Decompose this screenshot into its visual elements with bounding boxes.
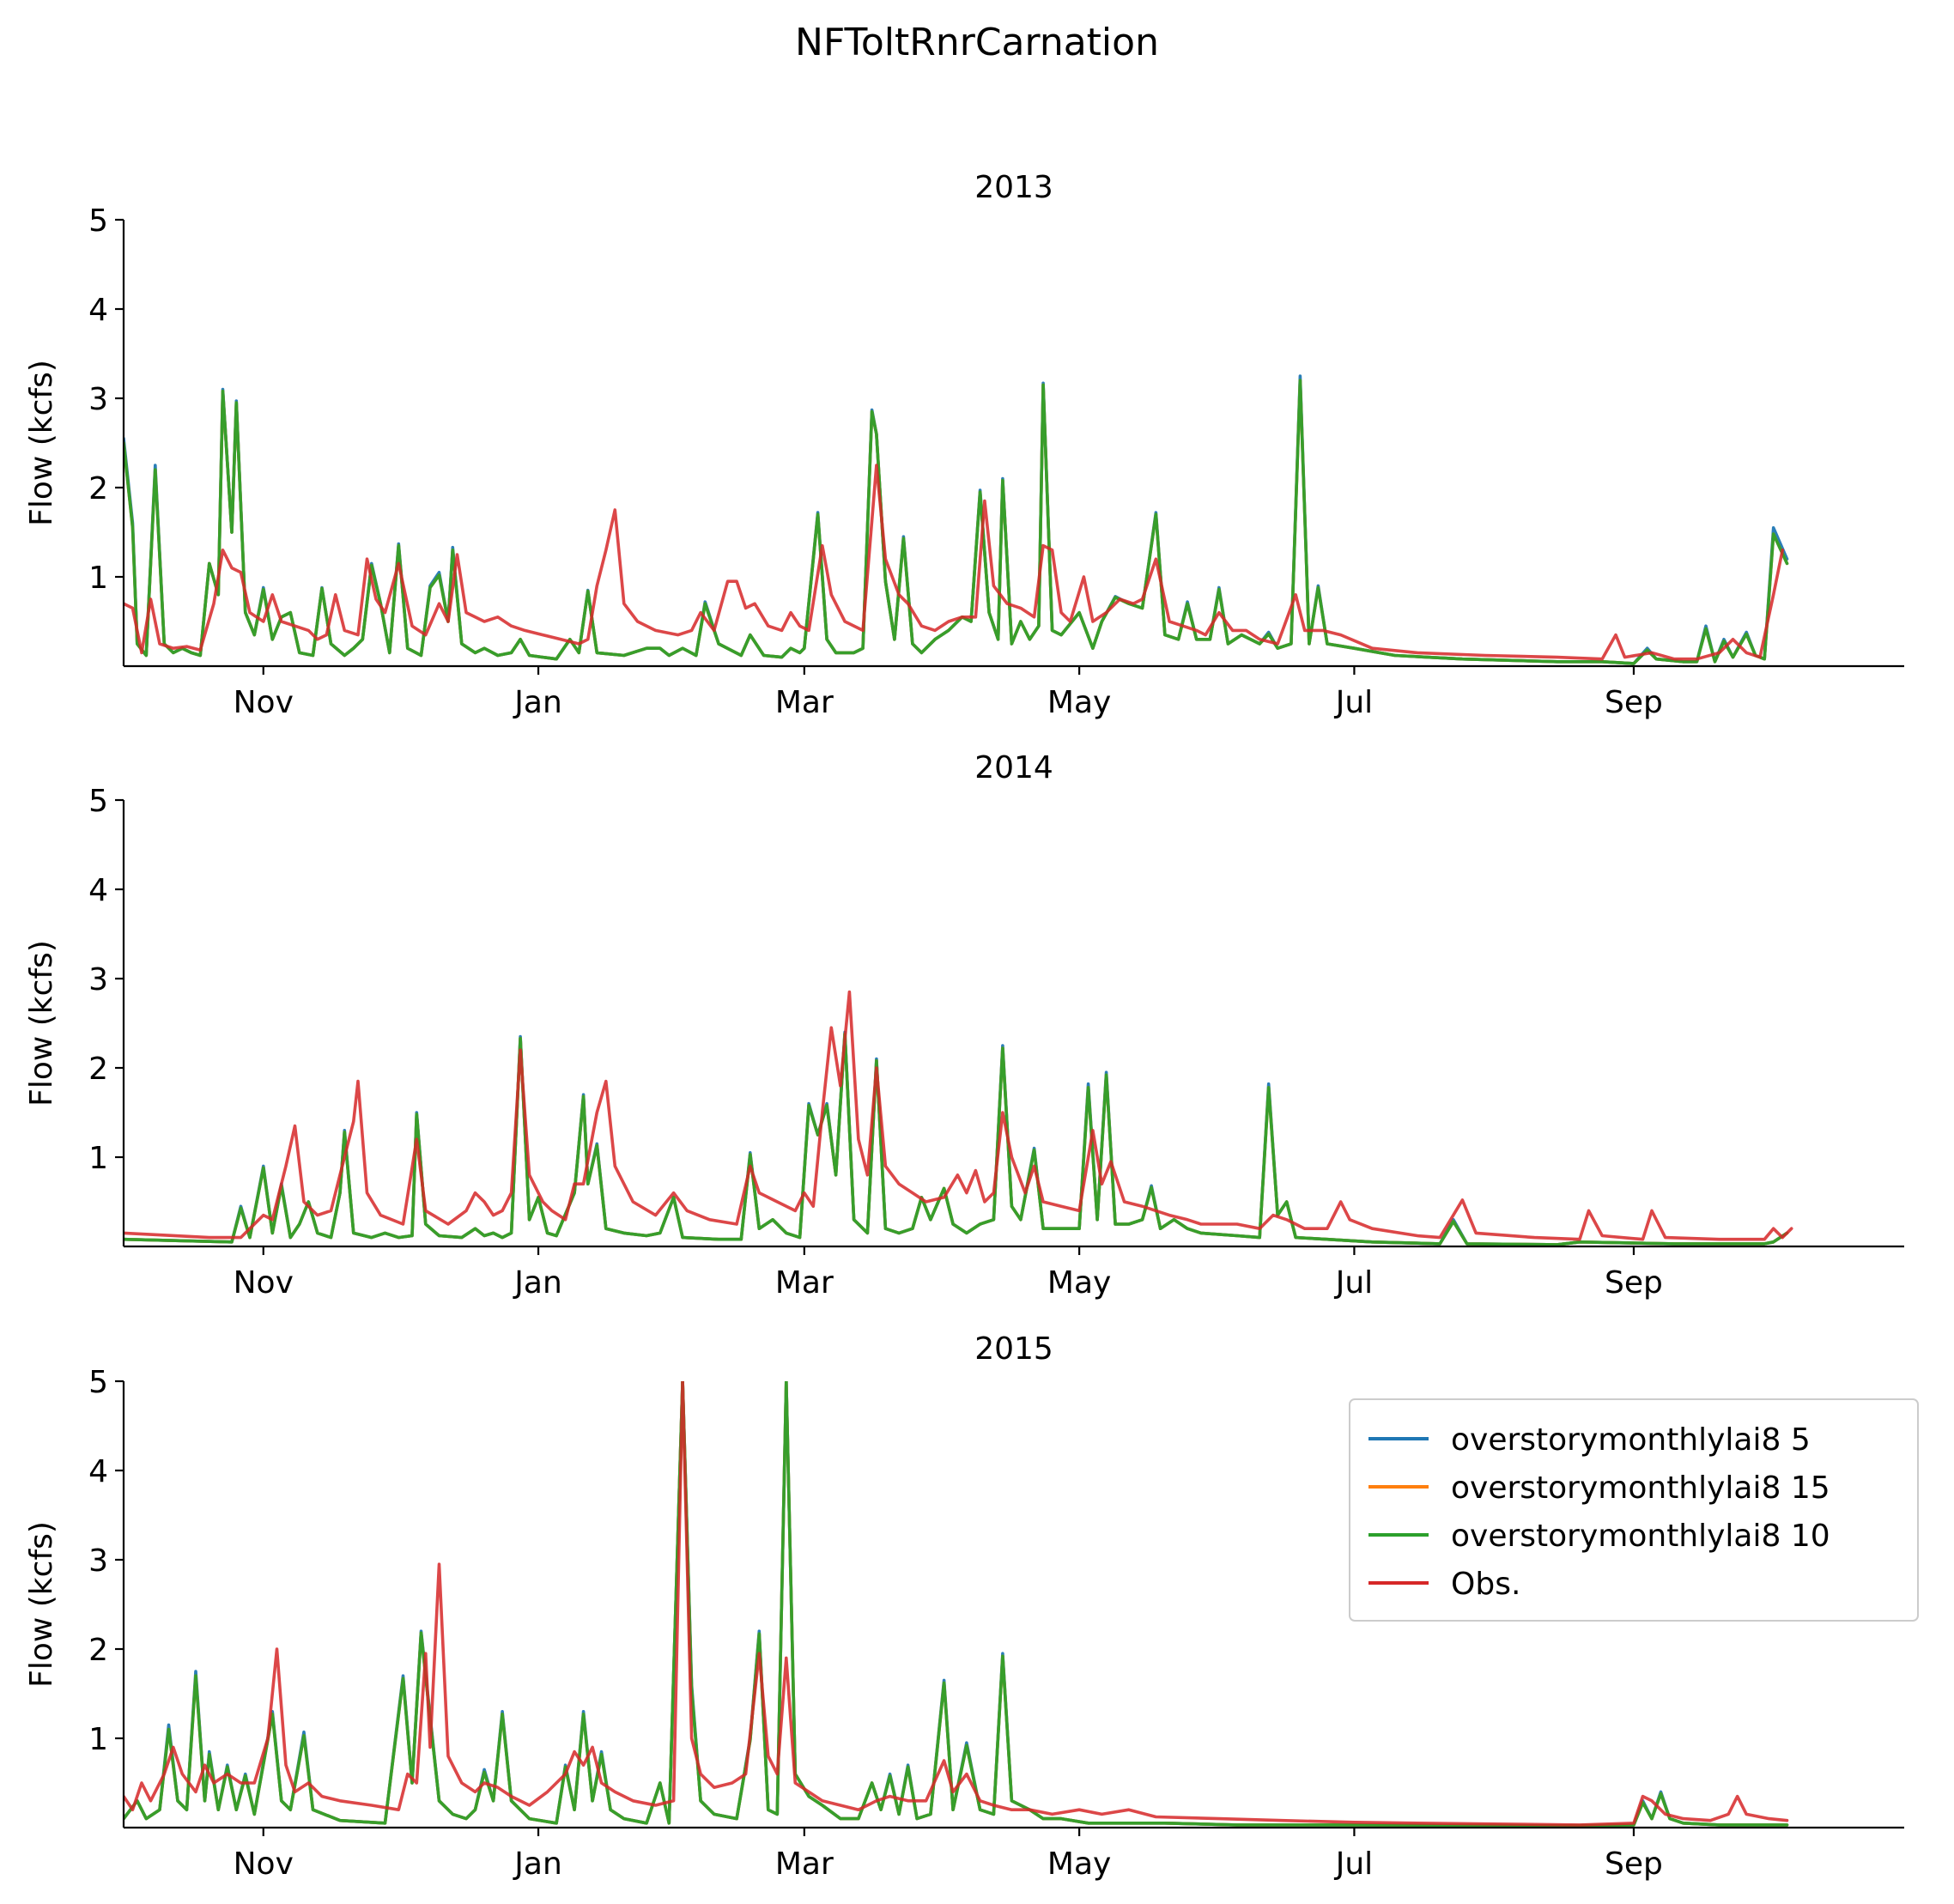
legend-label: overstorymonthlylai8 10 [1451, 1519, 1830, 1554]
y-tick-label: 2 [88, 471, 108, 506]
panel-2015: 2015 Flow (kcfs) 1 2 3 4 5 Nov Jan Mar May Jul Sep [24, 1331, 1904, 1882]
y-axis-label: Flow (kcfs) [24, 360, 59, 526]
legend-box [1349, 1398, 1919, 1622]
panel-2013: 2013 Flow (kcfs) 1 2 3 4 5 Nov Jan Mar May Jul Sep [24, 170, 1904, 720]
x-tick-label: Sep [1605, 1265, 1663, 1301]
x-tick-label: May [1047, 685, 1111, 720]
x-tick-label: Jul [1334, 1846, 1373, 1882]
y-tick-label: 1 [88, 1722, 108, 1757]
x-tick-label: Jul [1334, 1265, 1373, 1301]
x-tick-label: Jul [1334, 685, 1373, 720]
x-tick-label: Mar [775, 685, 834, 720]
x-tick-label: May [1047, 1846, 1111, 1882]
panel-title: 2014 [974, 750, 1053, 785]
y-tick-label: 2 [88, 1052, 108, 1087]
series-line-sim_10 [124, 1381, 1789, 1828]
legend-label: overstorymonthlylai8 5 [1451, 1422, 1811, 1458]
x-tick-label: Mar [775, 1265, 834, 1301]
panel-title: 2013 [974, 170, 1053, 205]
series-group [124, 1381, 1789, 1828]
x-tick-label: Sep [1605, 685, 1663, 720]
series-line-sim_10 [124, 1032, 1789, 1246]
y-tick-label: 5 [88, 784, 108, 819]
y-tick-label: 5 [88, 203, 108, 239]
y-tick-label: 3 [88, 962, 108, 997]
series-line-sim_10 [124, 379, 1789, 665]
x-tick-label: Jan [513, 685, 562, 720]
panel-2014: 2014 Flow (kcfs) 1 2 3 4 5 Nov Jan Mar May Jul Sep [24, 750, 1904, 1301]
x-tick-label: Nov [234, 1846, 294, 1882]
y-axis-label: Flow (kcfs) [24, 1521, 59, 1688]
series-line-obs [124, 1381, 1789, 1827]
x-tick-label: Jan [513, 1846, 562, 1882]
legend: overstorymonthlylai8 5 overstorymonthlyla… [1349, 1398, 1919, 1622]
series-line-obs [124, 464, 1784, 661]
series-line-sim_5 [124, 1030, 1789, 1246]
x-tick-label: May [1047, 1265, 1111, 1301]
series-line-obs [124, 990, 1793, 1241]
y-tick-label: 3 [88, 382, 108, 417]
y-axis-label: Flow (kcfs) [24, 940, 59, 1107]
x-tick-label: Nov [234, 685, 294, 720]
legend-label: Obs. [1451, 1567, 1520, 1602]
x-tick-label: Mar [775, 1846, 834, 1882]
y-tick-label: 1 [88, 561, 108, 596]
series-group [124, 374, 1789, 665]
y-tick-label: 5 [88, 1365, 108, 1400]
series-line-sim_15 [124, 379, 1789, 665]
x-tick-label: Nov [234, 1265, 294, 1301]
y-tick-label: 3 [88, 1543, 108, 1579]
y-tick-label: 4 [88, 873, 108, 908]
figure-title: NFToltRnrCarnation [795, 21, 1159, 64]
x-tick-label: Jan [513, 1265, 562, 1301]
y-tick-label: 2 [88, 1633, 108, 1668]
series-group [124, 990, 1793, 1246]
legend-label: overstorymonthlylai8 15 [1451, 1470, 1830, 1506]
series-line-sim_15 [124, 1032, 1789, 1246]
x-tick-label: Sep [1605, 1846, 1663, 1882]
y-tick-label: 1 [88, 1141, 108, 1176]
panel-title: 2015 [974, 1331, 1053, 1367]
y-tick-label: 4 [88, 1454, 108, 1489]
y-tick-label: 4 [88, 293, 108, 328]
